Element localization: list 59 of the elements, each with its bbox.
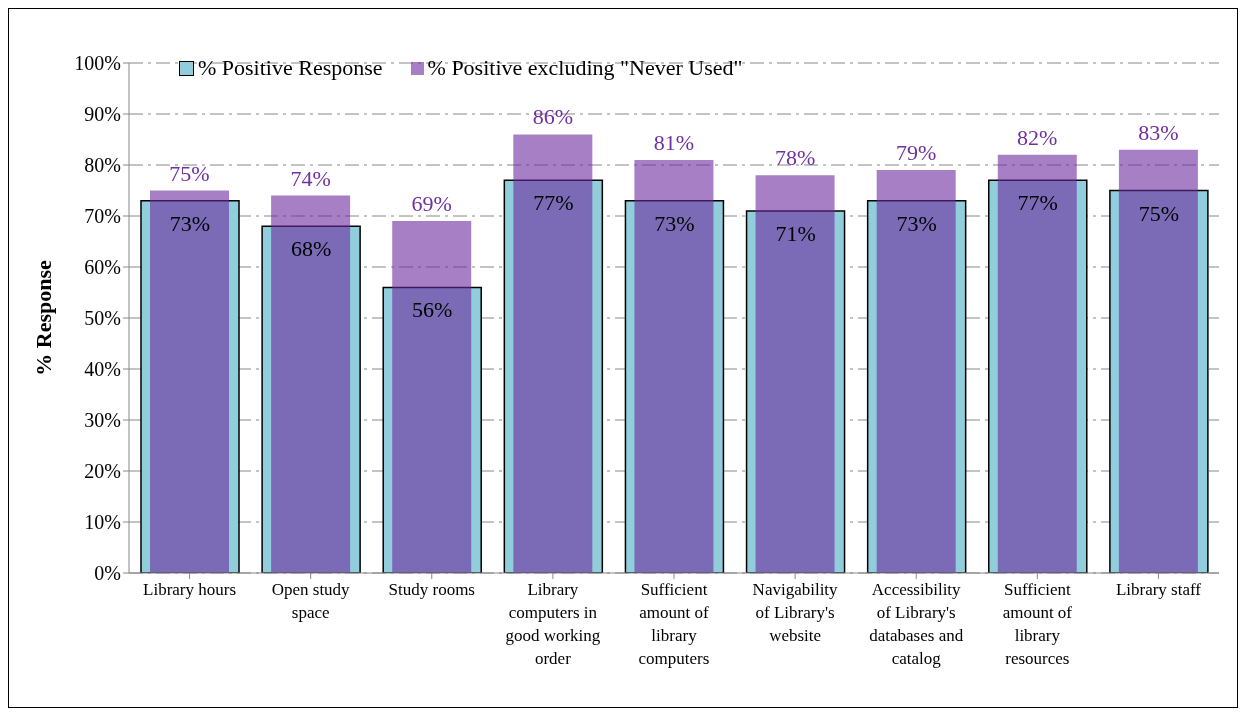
data-label: 77% — [533, 190, 574, 216]
data-label: 74% — [290, 165, 331, 191]
bar — [382, 286, 482, 573]
data-label: 75% — [1138, 200, 1180, 226]
bar — [150, 190, 229, 573]
data-label: 73% — [169, 210, 211, 236]
bar — [624, 199, 725, 573]
y-tick-label: 10% — [84, 511, 121, 534]
bar — [988, 179, 1088, 573]
data-label: 78% — [774, 145, 816, 171]
bar — [392, 221, 472, 573]
legend-label: % Positive Response — [198, 55, 383, 81]
bar — [1118, 149, 1198, 573]
data-label: 82% — [1017, 124, 1058, 150]
x-tick-label: Library computers in good working order — [505, 580, 601, 668]
data-label: 69% — [411, 191, 452, 217]
y-tick-label: 100% — [74, 52, 121, 75]
data-label: 71% — [775, 220, 816, 246]
y-tick-label: 50% — [84, 307, 121, 330]
bar — [140, 199, 240, 573]
y-tick-label: 80% — [84, 154, 121, 177]
x-tick-label: Library hours — [143, 580, 237, 599]
data-label: 86% — [532, 104, 573, 130]
y-tick-label: 60% — [84, 256, 121, 279]
data-label: 75% — [169, 160, 210, 186]
bar — [503, 179, 604, 573]
data-label: 83% — [1138, 119, 1179, 145]
y-axis-title: % Response — [30, 260, 56, 376]
y-tick-label: 40% — [84, 358, 121, 381]
y-tick-label: 30% — [84, 409, 121, 432]
bar — [866, 199, 967, 573]
bar — [271, 195, 351, 573]
data-label: 68% — [290, 236, 332, 262]
bar — [261, 225, 361, 573]
data-label: 79% — [896, 140, 937, 166]
bar — [1109, 189, 1209, 573]
bar — [997, 154, 1077, 573]
data-label: 77% — [1017, 190, 1058, 216]
y-tick-label: 90% — [84, 103, 121, 126]
y-tick-label: 20% — [84, 460, 121, 483]
data-label: 81% — [653, 129, 695, 155]
x-tick-label: Open study space — [271, 580, 351, 622]
bar — [755, 175, 835, 573]
x-tick-label: Navigability of Library's website — [752, 580, 839, 645]
y-tick-label: 70% — [84, 205, 121, 228]
y-tick-label: 0% — [94, 562, 121, 585]
bar — [876, 170, 956, 573]
x-tick-label: Accessibility of Library's databases and catalog — [869, 580, 964, 668]
data-label: 56% — [412, 297, 453, 323]
data-label: 73% — [896, 210, 937, 236]
x-tick-label: Library staff — [1115, 580, 1202, 599]
bar — [634, 159, 714, 573]
x-tick-label: Study rooms — [388, 580, 475, 599]
data-label: 73% — [654, 210, 695, 236]
x-tick-label: Sufficient amount of library resources — [1002, 580, 1073, 668]
bar — [745, 210, 846, 573]
x-tick-label: Sufficient amount of library computers — [638, 580, 710, 668]
legend-label: % Positive excluding "Never Used" — [427, 55, 743, 81]
bar — [513, 134, 593, 573]
